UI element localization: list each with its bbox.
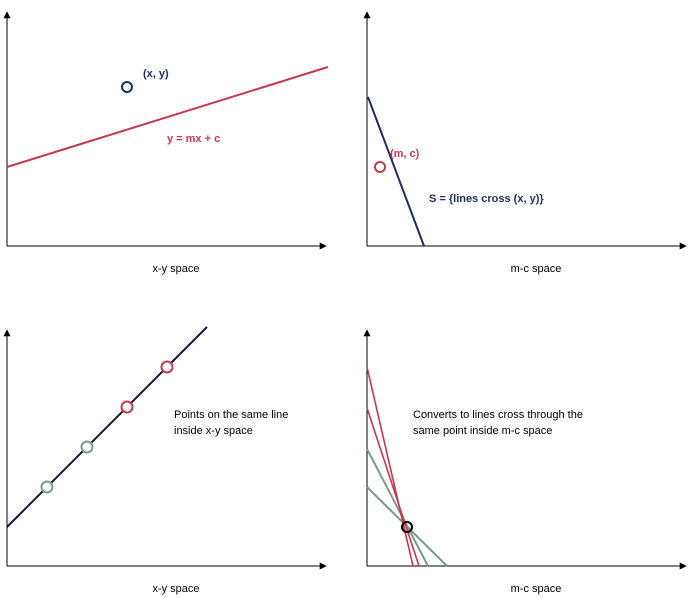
panel-bottom-left: Points on the same line inside x-y space…: [3, 326, 327, 595]
panel-caption: m-c space: [511, 583, 562, 595]
line-red-1: [366, 407, 420, 567]
panel-bottom-right: Converts to lines cross through the same…: [363, 329, 687, 595]
point-red-1: [120, 400, 134, 414]
point-green-1: [40, 480, 54, 494]
point-xy: [121, 81, 133, 93]
panel-caption: x-y space: [152, 583, 199, 595]
panel-top-right: (m, c) S = {lines cross (x, y)} m-c spac…: [363, 11, 687, 275]
note-line-1: Converts to lines cross through the: [413, 409, 583, 421]
panel-caption: x-y space: [152, 263, 199, 275]
line-green-2: [366, 448, 429, 567]
point-label: (x, y): [143, 68, 169, 80]
point-mc: [374, 161, 386, 173]
panel-top-left: (x, y) y = mx + c x-y space: [3, 11, 329, 275]
point-green-2: [80, 440, 94, 454]
common-line: [6, 326, 208, 528]
note-line-2: inside x-y space: [174, 425, 253, 437]
note-line-1: Points on the same line: [174, 409, 288, 421]
intersection-point: [401, 521, 413, 533]
note-line-2: same point inside m-c space: [413, 425, 552, 437]
point-red-2: [160, 360, 174, 374]
panel-caption: m-c space: [511, 263, 562, 275]
line-label: y = mx + c: [167, 133, 220, 145]
line-red-2: [366, 366, 414, 567]
line-y-mx-c: [6, 66, 329, 168]
line-label: S = {lines cross (x, y)}: [429, 193, 544, 205]
point-label: (m, c): [390, 148, 420, 160]
set-s-line: [367, 96, 425, 247]
